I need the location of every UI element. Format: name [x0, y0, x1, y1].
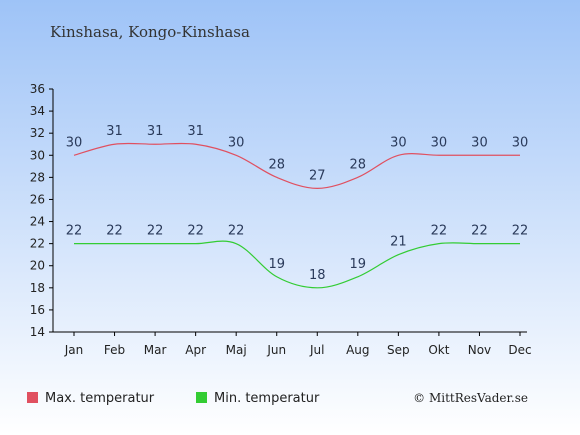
- y-tick-label: 36: [30, 82, 45, 96]
- credit-text: © MittResVader.se: [413, 391, 528, 405]
- data-label-max: 28: [268, 157, 285, 172]
- x-tick-label: Okt: [428, 343, 449, 357]
- x-tick-label: Dec: [508, 343, 531, 357]
- data-label-min: 22: [147, 224, 164, 239]
- data-label-min: 19: [350, 257, 367, 272]
- data-label-min: 22: [431, 224, 448, 239]
- y-tick-label: 32: [30, 126, 45, 140]
- data-label-min: 22: [187, 224, 204, 239]
- y-tick-label: 24: [30, 215, 45, 229]
- x-tick-label: Jul: [309, 343, 324, 357]
- y-tick-label: 26: [30, 192, 45, 206]
- x-tick-label: Feb: [104, 343, 125, 357]
- x-tick-label: Sep: [387, 343, 410, 357]
- x-tick-label: Jun: [266, 343, 286, 357]
- data-label-min: 22: [66, 224, 83, 239]
- y-tick-label: 22: [30, 237, 45, 251]
- y-tick-label: 14: [30, 325, 45, 339]
- data-label-max: 30: [228, 135, 245, 150]
- series-line-min: [73, 240, 520, 289]
- data-label-min: 22: [471, 224, 488, 239]
- y-tick-label: 16: [30, 303, 45, 317]
- axes: 14 16 18 20 22 24 26 28 30 32 34 36 Jan Feb Mar Apr Maj J…: [30, 82, 532, 357]
- data-label-max: 31: [147, 124, 164, 139]
- data-label-max: 27: [309, 168, 326, 183]
- data-label-min: 22: [512, 224, 529, 239]
- x-tick-label: Jan: [64, 343, 84, 357]
- x-tick-label: Maj: [226, 343, 247, 357]
- y-tick-label: 34: [30, 104, 45, 118]
- chart-title: Kinshasa, Kongo-Kinshasa: [50, 23, 250, 41]
- y-tick-label: 20: [30, 259, 45, 273]
- data-label-max: 30: [66, 135, 83, 150]
- x-tick-label: Apr: [185, 343, 206, 357]
- legend-swatch-min: [196, 392, 207, 403]
- data-labels: 30 31 31 31 30 28 27 28 30 30 30 30 22 22 22 22 22 19 18 19…: [66, 124, 529, 283]
- x-tick-label: Aug: [346, 343, 369, 357]
- data-label-min: 18: [309, 268, 326, 283]
- data-label-min: 19: [268, 257, 285, 272]
- data-label-max: 30: [512, 135, 529, 150]
- data-label-max: 30: [471, 135, 488, 150]
- data-label-max: 28: [350, 157, 367, 172]
- data-label-max: 30: [390, 135, 407, 150]
- y-tick-label: 28: [30, 170, 45, 184]
- y-tick-label: 30: [30, 148, 45, 162]
- data-label-max: 31: [187, 124, 204, 139]
- data-label-min: 22: [106, 224, 123, 239]
- data-label-min: 21: [390, 235, 407, 250]
- legend-label-max: Max. temperatur: [45, 391, 155, 406]
- x-tick-label: Mar: [144, 343, 167, 357]
- data-label-max: 30: [431, 135, 448, 150]
- series-line-max: [73, 142, 520, 190]
- x-tick-label: Nov: [468, 343, 491, 357]
- legend-label-min: Min. temperatur: [214, 391, 320, 406]
- series-layer: [73, 142, 520, 289]
- legend-swatch-max: [27, 392, 38, 403]
- legend: Max. temperatur Min. temperatur: [27, 391, 320, 406]
- data-label-max: 31: [106, 124, 123, 139]
- data-label-min: 22: [228, 224, 245, 239]
- y-tick-label: 18: [30, 281, 45, 295]
